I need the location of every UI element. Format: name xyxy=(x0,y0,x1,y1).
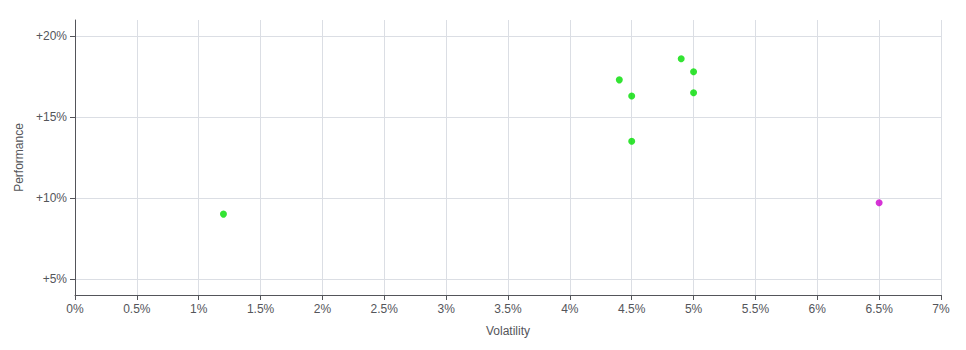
svg-text:5.5%: 5.5% xyxy=(742,302,770,316)
svg-text:7%: 7% xyxy=(932,302,950,316)
svg-text:6.5%: 6.5% xyxy=(865,302,893,316)
svg-text:4.5%: 4.5% xyxy=(618,302,646,316)
svg-text:1%: 1% xyxy=(190,302,208,316)
svg-text:3.5%: 3.5% xyxy=(494,302,522,316)
svg-text:Performance: Performance xyxy=(12,123,26,192)
svg-text:6%: 6% xyxy=(809,302,827,316)
svg-text:5%: 5% xyxy=(685,302,703,316)
svg-text:+20%: +20% xyxy=(36,29,67,43)
svg-text:2%: 2% xyxy=(314,302,332,316)
svg-text:2.5%: 2.5% xyxy=(371,302,399,316)
svg-text:Volatility: Volatility xyxy=(486,324,530,338)
svg-text:+5%: +5% xyxy=(43,272,68,286)
svg-text:+10%: +10% xyxy=(36,191,67,205)
svg-text:4%: 4% xyxy=(561,302,579,316)
svg-text:1.5%: 1.5% xyxy=(247,302,275,316)
svg-text:0.5%: 0.5% xyxy=(123,302,151,316)
svg-text:0%: 0% xyxy=(66,302,84,316)
svg-text:+15%: +15% xyxy=(36,110,67,124)
svg-text:3%: 3% xyxy=(437,302,455,316)
